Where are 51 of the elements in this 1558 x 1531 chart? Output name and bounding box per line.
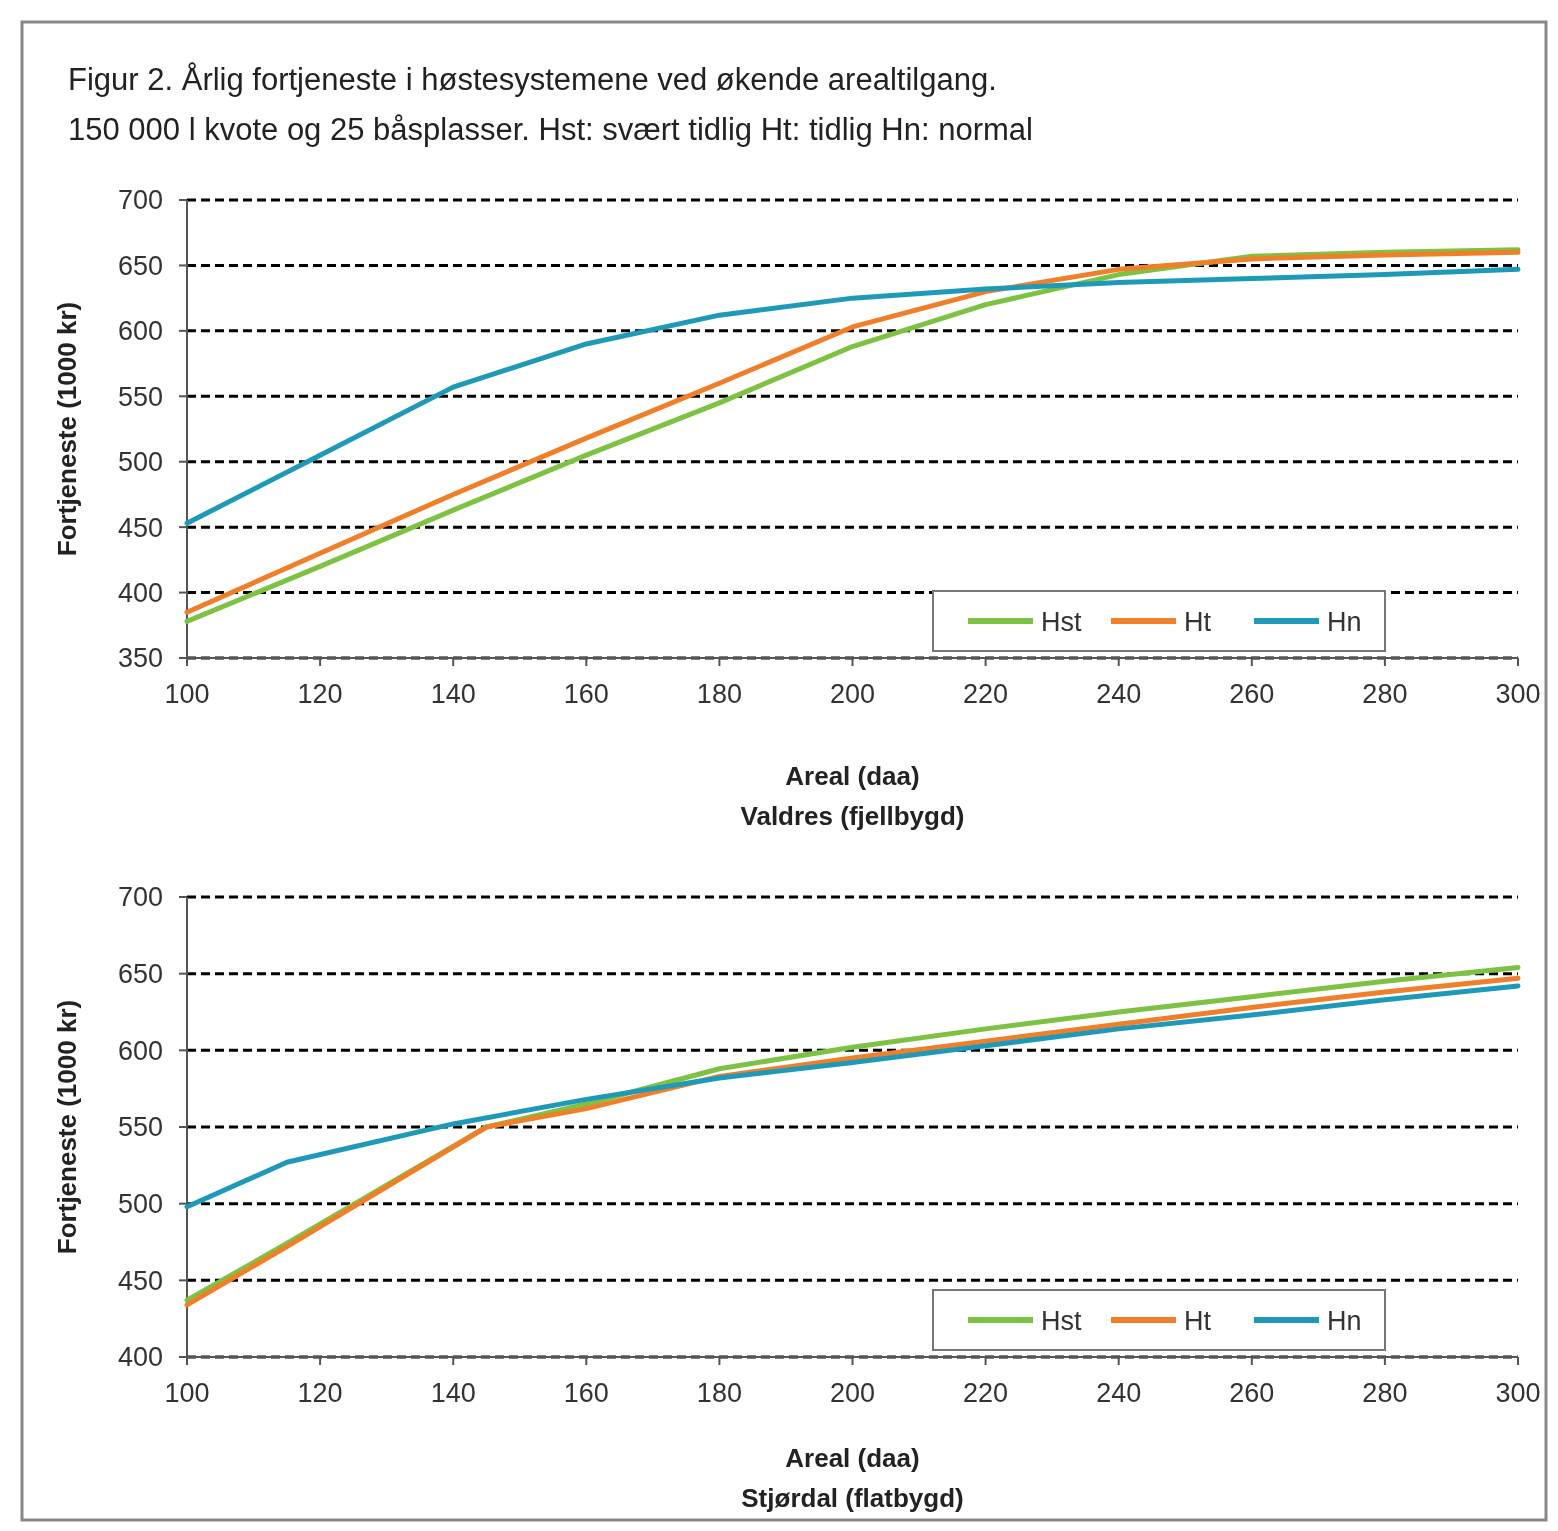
y-tick-label: 350 <box>117 643 163 674</box>
text: Stjørdal (flatbygd) <box>741 1483 964 1513</box>
x-tick-label: 220 <box>963 679 1009 709</box>
x-tick-label: 300 <box>1495 679 1541 709</box>
x-tick-label: 280 <box>1362 679 1408 709</box>
y-axis-title: Fortjeneste (1000 kr) <box>52 999 82 1255</box>
x-tick-label: 120 <box>297 1378 343 1408</box>
y-tick-label: 650 <box>117 959 163 990</box>
y-tick-label: 450 <box>117 512 163 543</box>
x-tick-label: 240 <box>1096 679 1142 709</box>
legend-label: Hn <box>1327 1306 1362 1336</box>
y-tick-label: 600 <box>117 316 163 347</box>
x-tick-label: 160 <box>563 679 609 709</box>
y-tick-label: 550 <box>117 1112 163 1143</box>
x-axis-title: Areal (daa) <box>785 1443 920 1473</box>
legend-label: Hn <box>1327 607 1362 637</box>
y-tick-label: 450 <box>117 1265 163 1296</box>
x-tick-label: 140 <box>430 1378 476 1408</box>
x-tick-label: 240 <box>1096 1378 1142 1408</box>
chart-subtitle: 150 000 l kvote og 25 båsplasser. Hst: svært tidlig Ht: tidlig Hn: normal <box>68 112 1033 147</box>
x-tick-label: 200 <box>829 1378 876 1408</box>
legend-label: Ht <box>1184 1306 1212 1336</box>
x-tick-label: 180 <box>696 1378 742 1408</box>
x-tick-label: 260 <box>1229 679 1275 709</box>
y-tick-label: 600 <box>117 1035 163 1066</box>
x-tick-label: 300 <box>1495 1378 1541 1408</box>
y-tick-label: 500 <box>117 447 163 478</box>
x-axis-title: Areal (daa) <box>785 761 920 791</box>
x-tick-label: 220 <box>963 1378 1009 1408</box>
y-tick-label: 650 <box>117 250 163 281</box>
x-tick-label: 100 <box>164 1378 210 1408</box>
y-tick-label: 400 <box>117 1342 163 1373</box>
text: Valdres (fjellbygd) <box>740 801 965 831</box>
legend-label: Ht <box>1184 607 1212 637</box>
x-tick-label: 260 <box>1229 1378 1275 1408</box>
x-tick-label: 120 <box>297 679 343 709</box>
y-axis-title: Fortjeneste (1000 kr) <box>52 301 82 557</box>
legend-label: Hst <box>1041 1306 1082 1336</box>
x-tick-label: 180 <box>696 679 742 709</box>
x-tick-label: 200 <box>829 679 876 709</box>
y-tick-label: 550 <box>117 381 163 412</box>
y-tick-label: 500 <box>117 1189 163 1220</box>
x-tick-label: 280 <box>1362 1378 1408 1408</box>
x-tick-label: 160 <box>563 1378 609 1408</box>
x-tick-label: 140 <box>430 679 476 709</box>
chart-title: Figur 2. Årlig fortjeneste i høstesystemene ved økende arealtilgang. <box>68 62 997 97</box>
x-tick-label: 100 <box>164 679 210 709</box>
y-tick-label: 400 <box>117 578 163 609</box>
legend-label: Hst <box>1041 607 1082 637</box>
y-tick-label: 700 <box>117 882 163 913</box>
y-tick-label: 700 <box>117 185 163 216</box>
